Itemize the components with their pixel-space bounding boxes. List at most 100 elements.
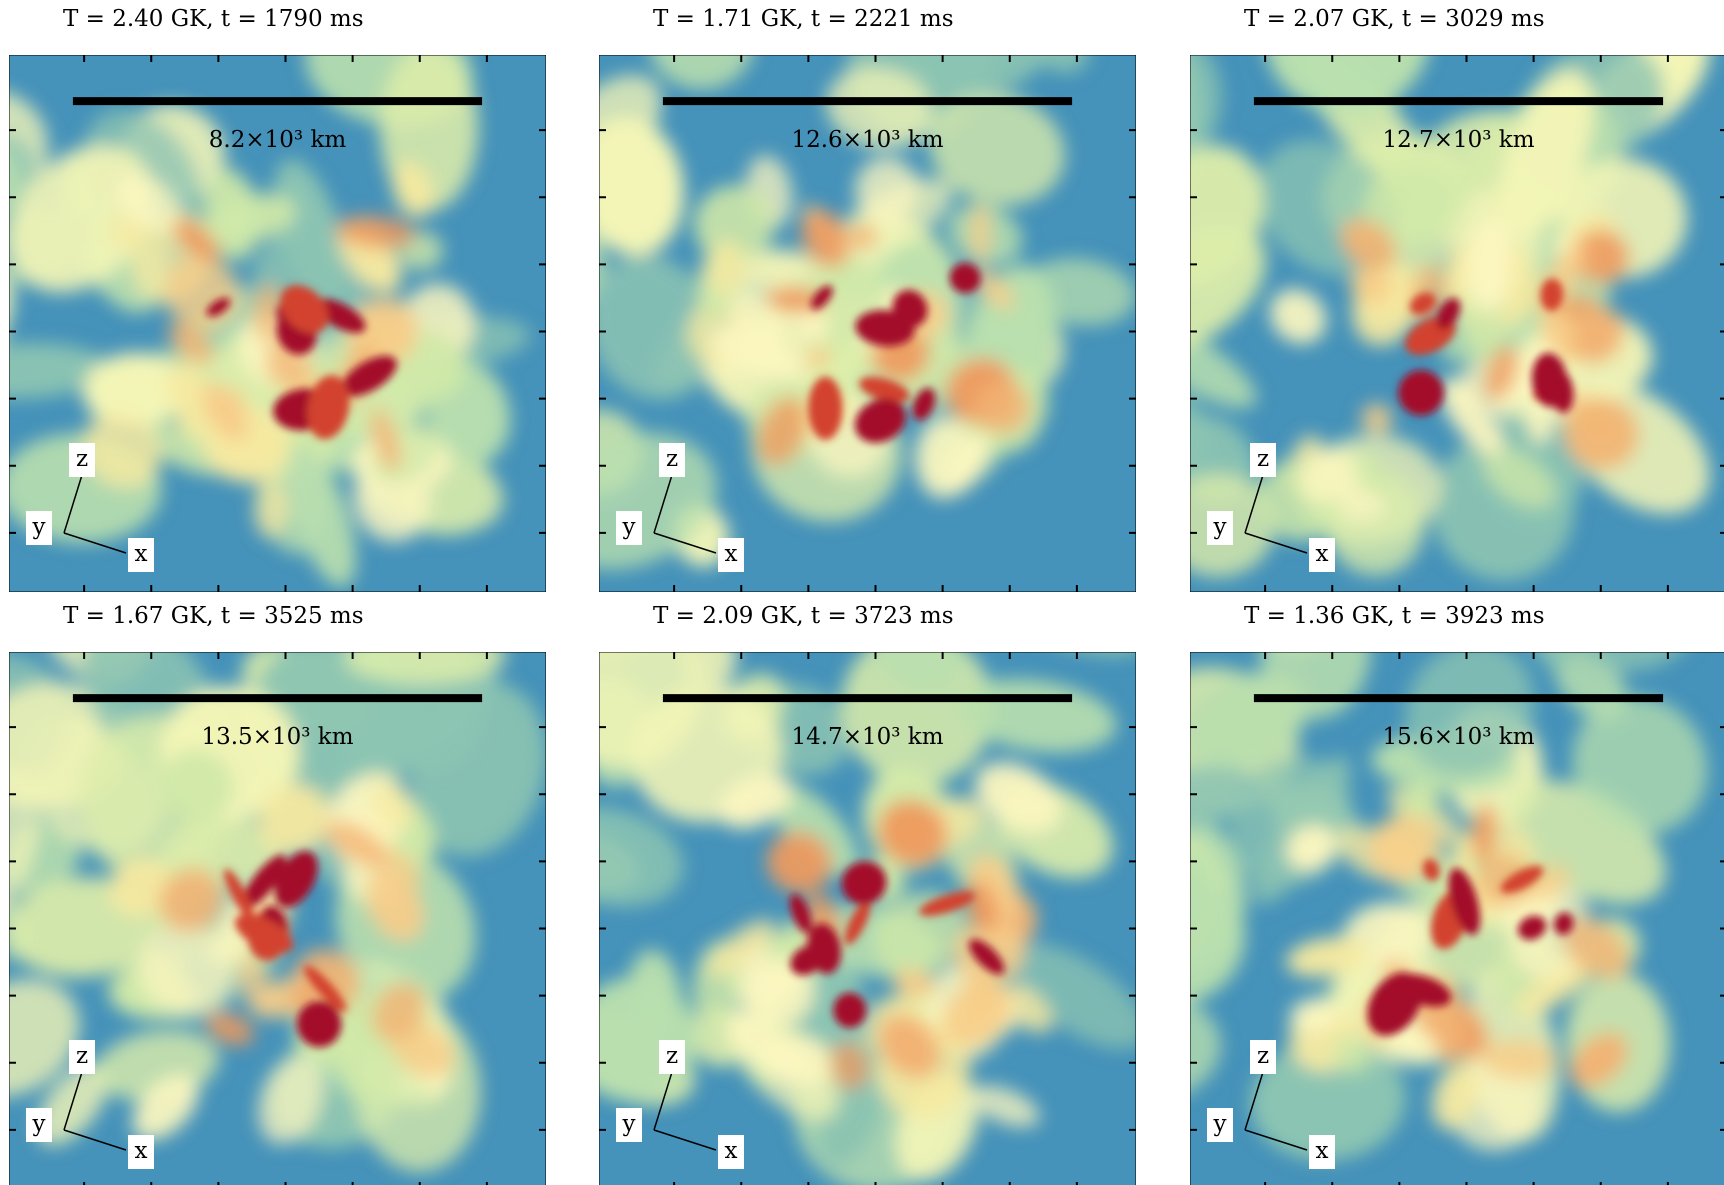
- blob: [9, 768, 41, 935]
- panel: 13.5×10³ km z y x: [9, 652, 546, 1185]
- axis-box: [26, 511, 52, 545]
- blob: [771, 784, 859, 877]
- blob: [1572, 696, 1708, 835]
- axis-label: y: [622, 514, 636, 540]
- blob: [117, 174, 181, 234]
- blob: [969, 939, 1005, 975]
- blob: [370, 407, 401, 472]
- density-field: [1190, 652, 1708, 1161]
- blob: [285, 445, 356, 588]
- blob: [1368, 813, 1440, 883]
- blob: [273, 159, 346, 305]
- blob: [1269, 288, 1327, 344]
- axis-label: y: [1213, 1111, 1227, 1137]
- axis-line: [1244, 1071, 1264, 1131]
- blob: [341, 355, 397, 397]
- blob: [705, 919, 775, 977]
- blob: [854, 398, 906, 443]
- blob: [686, 652, 737, 690]
- blob: [1363, 163, 1463, 246]
- blob: [1429, 989, 1462, 1064]
- blob: [1540, 278, 1564, 312]
- blob: [173, 218, 221, 262]
- blob: [599, 116, 685, 256]
- panel: 15.6×10³ km z y x: [1190, 652, 1724, 1185]
- blob: [1572, 229, 1630, 284]
- panel: 8.2×10³ km z y x: [9, 55, 546, 592]
- axis-box: [718, 1135, 744, 1169]
- axis-label: y: [32, 1111, 46, 1137]
- blob: [1332, 1034, 1372, 1074]
- axis-line: [63, 474, 83, 534]
- blob: [825, 66, 934, 150]
- blob: [877, 799, 948, 867]
- axis-box: [718, 538, 744, 572]
- blob: [844, 900, 871, 945]
- scale-label: 14.7×10³ km: [791, 724, 943, 750]
- axis-label: y: [1213, 514, 1227, 540]
- axis-box: [1309, 1135, 1335, 1169]
- blob: [1475, 852, 1534, 908]
- blob: [851, 224, 877, 250]
- blob: [968, 202, 992, 264]
- blob: [1398, 370, 1444, 416]
- axis-box: [1309, 538, 1335, 572]
- blob: [1482, 447, 1555, 508]
- blob: [206, 297, 231, 317]
- blob: [1349, 268, 1393, 305]
- hot-gas: [1398, 278, 1574, 416]
- blob: [718, 773, 793, 829]
- axis-box: [69, 1040, 95, 1074]
- blob: [919, 891, 975, 916]
- axis-label: x: [135, 541, 148, 567]
- blob: [599, 806, 684, 907]
- blob: [257, 1055, 324, 1145]
- blob: [756, 397, 809, 466]
- blob: [765, 287, 826, 313]
- blob: [304, 965, 347, 1012]
- blob: [158, 868, 223, 932]
- blob: [109, 857, 170, 917]
- scale-label: 15.6×10³ km: [1382, 724, 1534, 750]
- axis-box: [1207, 1108, 1233, 1142]
- blob: [296, 1001, 342, 1048]
- blob: [1571, 308, 1625, 364]
- axis-box: [128, 1135, 154, 1169]
- blob: [892, 968, 936, 999]
- blob: [371, 782, 414, 831]
- blob: [1250, 1039, 1406, 1161]
- axis-box: [1250, 443, 1276, 477]
- blob: [1516, 954, 1598, 1018]
- blob: [371, 982, 426, 1042]
- blob: [1518, 915, 1547, 940]
- density-field: [9, 652, 546, 1172]
- blob: [833, 992, 867, 1028]
- scale-label: 12.6×10³ km: [791, 127, 943, 153]
- axis-box: [659, 443, 685, 477]
- axis-line: [63, 1071, 83, 1131]
- blob: [253, 479, 289, 539]
- blob: [704, 240, 747, 296]
- blob: [132, 1073, 199, 1141]
- blob: [1410, 292, 1436, 315]
- blob: [224, 868, 254, 921]
- panel: 12.7×10³ km z y x: [1190, 55, 1724, 592]
- blob: [726, 1010, 800, 1080]
- blob: [257, 784, 331, 854]
- axis-label: z: [1257, 1043, 1269, 1069]
- hot-gas: [789, 861, 1005, 1028]
- blob: [1395, 974, 1451, 1007]
- blob: [325, 820, 391, 869]
- blob: [1190, 145, 1265, 288]
- axis-label: x: [1316, 541, 1329, 567]
- blob: [392, 161, 434, 218]
- blob: [1190, 879, 1246, 1004]
- blob: [859, 376, 910, 403]
- blob: [168, 322, 214, 364]
- blob: [1500, 865, 1544, 894]
- blob: [138, 923, 235, 1015]
- blob: [746, 957, 815, 1026]
- blob: [409, 681, 546, 857]
- axis-box: [1207, 511, 1233, 545]
- axis-label: x: [1316, 1138, 1329, 1164]
